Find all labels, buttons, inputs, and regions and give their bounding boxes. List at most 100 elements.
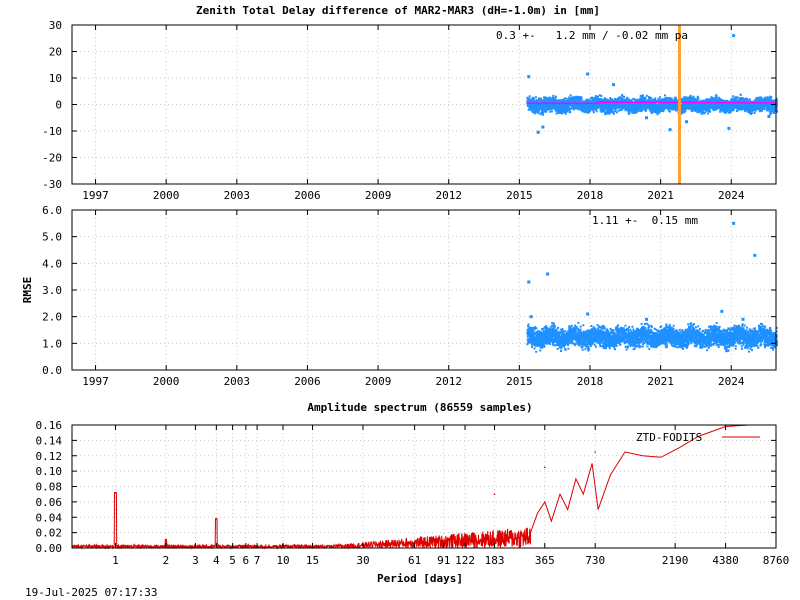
x-tick-label: 2 — [163, 554, 170, 567]
y-tick-label: 0.0 — [42, 364, 62, 377]
x-tick-label: 2009 — [365, 189, 392, 202]
x-tick-label: 6 — [243, 554, 250, 567]
y-tick-label: -30 — [42, 178, 62, 191]
x-tick-label: 2015 — [506, 189, 533, 202]
x-tick-label: 10 — [276, 554, 289, 567]
data-points-cloud — [526, 321, 778, 353]
panel3-title: Amplitude spectrum (86559 samples) — [307, 401, 532, 414]
footer-timestamp: 19-Jul-2025 07:17:33 — [25, 586, 157, 599]
x-tick-label: 2003 — [224, 189, 251, 202]
x-tick-label: 4 — [213, 554, 220, 567]
panel1-zenith-delay: 30 20 10 0 -10 -20 -30 1997 2000 2003 2006 2009 201… — [42, 19, 778, 202]
y-tick-label: 10 — [49, 72, 62, 85]
x-tick-label: 7 — [254, 554, 261, 567]
x-tick-label: 1 — [112, 554, 119, 567]
x-tick-label: 2015 — [506, 375, 533, 388]
y-tick-label: 5.0 — [42, 231, 62, 244]
outlier-point — [612, 83, 616, 87]
y-tick-label: 0.08 — [36, 481, 63, 494]
spectrum-peak-point — [543, 466, 546, 469]
y-tick-label: 2.0 — [42, 311, 62, 324]
outlier-point — [645, 116, 649, 120]
y-tick-label: 0.04 — [36, 511, 63, 524]
x-tick-label: 91 — [437, 554, 450, 567]
y-tick-label: 0.00 — [36, 542, 63, 555]
outlier-point — [767, 114, 771, 118]
spectrum-peak-point — [165, 541, 167, 543]
y-tick-label: 6.0 — [42, 204, 62, 217]
outlier-point — [586, 312, 590, 316]
x-tick-label: 2024 — [718, 375, 745, 388]
y-tick-label: 0.10 — [36, 465, 63, 478]
y-tick-label: 3.0 — [42, 284, 62, 297]
x-tick-label: 1997 — [82, 189, 109, 202]
y-tick-label: 30 — [49, 19, 62, 32]
x-tick-label: 2012 — [435, 375, 462, 388]
panel2-stats: 1.11 +- 0.15 mm — [592, 214, 698, 227]
x-tick-label: 2006 — [294, 375, 321, 388]
y-tick-label: -20 — [42, 152, 62, 165]
x-tick-label: 2000 — [153, 375, 180, 388]
outlier-point — [546, 272, 550, 276]
outlier-point — [541, 125, 545, 129]
y-tick-label: 0.14 — [36, 434, 63, 447]
y-tick-label: 4.0 — [42, 257, 62, 270]
outlier-point — [645, 317, 649, 321]
outlier-point — [753, 253, 757, 257]
panel1-title: Zenith Total Delay difference of MAR2-MA… — [196, 4, 600, 17]
y-tick-label: 20 — [49, 46, 62, 59]
y-tick-label: 0.06 — [36, 496, 63, 509]
spectrum-peak-point — [493, 493, 496, 495]
x-tick-label: 2018 — [577, 189, 604, 202]
outlier-point — [732, 221, 736, 225]
panel2-rmse: 6.0 5.0 4.0 3.0 2.0 1.0 0.0 1997 2000 2003 2006 20… — [21, 204, 778, 388]
x-tick-label: 4380 — [712, 554, 739, 567]
x-tick-label: 2024 — [718, 189, 745, 202]
spectrum-peak-point — [114, 491, 117, 494]
y-tick-label: 0.12 — [36, 450, 63, 463]
spectrum-peak-point — [215, 517, 218, 520]
x-tick-label: 2018 — [577, 375, 604, 388]
x-tick-label: 2021 — [647, 375, 674, 388]
y-tick-label: 0 — [55, 99, 62, 112]
x-tick-label: 2000 — [153, 189, 180, 202]
panel2-ylabel: RMSE — [21, 277, 34, 304]
y-tick-label: 0.16 — [36, 419, 63, 432]
outlier-point — [527, 280, 531, 284]
panel3-xlabel: Period [days] — [377, 572, 463, 585]
x-tick-label: 2021 — [647, 189, 674, 202]
outlier-point — [732, 34, 736, 38]
y-tick-label: 0.02 — [36, 527, 63, 540]
x-tick-label: 8760 — [763, 554, 790, 567]
x-tick-label: 3 — [192, 554, 199, 567]
x-tick-label: 122 — [455, 554, 475, 567]
x-tick-label: 183 — [485, 554, 505, 567]
outlier-point — [527, 75, 531, 79]
outlier-point — [536, 130, 540, 134]
y-tick-label: -10 — [42, 125, 62, 138]
x-tick-label: 15 — [306, 554, 319, 567]
outlier-point — [741, 317, 745, 321]
x-tick-label: 730 — [585, 554, 605, 567]
x-tick-label: 30 — [356, 554, 369, 567]
data-points-cloud — [526, 93, 778, 116]
x-tick-label: 2006 — [294, 189, 321, 202]
panel3-spectrum: 0.16 0.14 0.12 0.10 0.08 0.06 0.04 0.02 0.00 1 2 3… — [36, 419, 790, 585]
outlier-point — [685, 120, 689, 124]
spectrum-peak-point — [594, 451, 597, 453]
x-tick-label: 61 — [408, 554, 421, 567]
outlier-point — [727, 126, 731, 130]
x-tick-label: 2190 — [662, 554, 689, 567]
x-tick-label: 2003 — [224, 375, 251, 388]
outlier-point — [529, 315, 533, 319]
x-tick-label: 2012 — [435, 189, 462, 202]
x-tick-label: 1997 — [82, 375, 109, 388]
x-tick-label: 2009 — [365, 375, 392, 388]
spectrum-series-line — [71, 424, 749, 550]
outlier-point — [720, 309, 724, 313]
trend-line — [526, 101, 777, 105]
x-tick-label: 5 — [229, 554, 236, 567]
outlier-point — [586, 72, 590, 76]
y-tick-label: 1.0 — [42, 337, 62, 350]
